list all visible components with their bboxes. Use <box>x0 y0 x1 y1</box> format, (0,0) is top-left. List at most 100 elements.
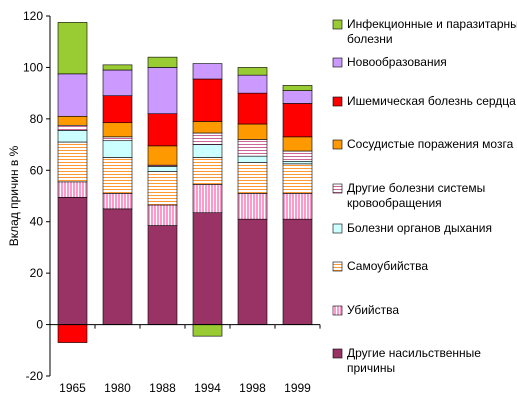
bar-segment <box>192 184 223 214</box>
plot-area <box>57 22 313 343</box>
bar-segment <box>282 85 313 91</box>
bar-segment <box>282 218 313 325</box>
bar-segment <box>237 139 268 157</box>
bar-segment <box>282 103 313 138</box>
bar-segment <box>57 181 88 198</box>
legend-swatch <box>332 183 343 194</box>
legend-swatch <box>332 223 343 234</box>
bar-segment <box>237 92 268 125</box>
bar-segment <box>57 124 88 131</box>
legend-swatch <box>332 57 343 68</box>
bar-segment <box>102 69 133 97</box>
bar-segment <box>147 145 178 166</box>
bar-segment <box>102 136 133 142</box>
bar-segment <box>147 56 178 68</box>
bar-segment <box>57 22 88 75</box>
legend-label: Другие насильственные причины <box>347 346 481 375</box>
legend-swatch <box>332 19 343 30</box>
x-tick-label: 1965 <box>59 381 86 395</box>
bar-segment <box>237 162 268 194</box>
bar-segment <box>282 193 313 220</box>
bar-segment <box>282 160 313 165</box>
legend-item: Ишемическая болезнь сердца <box>332 94 516 108</box>
legend-item: Убийства <box>332 303 399 317</box>
bar-segment <box>57 141 88 183</box>
legend-swatch <box>332 139 343 150</box>
y-tick-label: 20 <box>30 266 44 280</box>
bar-segment <box>147 225 178 325</box>
y-tick-label: 80 <box>30 112 44 126</box>
legend-label: Болезни органов дыхания <box>347 221 492 235</box>
bar-segment <box>102 64 133 71</box>
bar-segment <box>147 171 178 206</box>
bar-segment <box>147 67 178 115</box>
x-tick-label: 1994 <box>194 381 221 395</box>
bar-segment <box>192 121 223 134</box>
legend-item: Новообразования <box>332 55 447 69</box>
x-tick-label: 1980 <box>104 381 131 395</box>
y-axis-title: Вклад причин в % <box>7 145 21 246</box>
bar-segment <box>282 163 313 194</box>
bar-segment <box>57 324 88 343</box>
legend-item: Самоубийства <box>332 259 428 273</box>
bar-segment <box>237 193 268 220</box>
legend-label: Новообразования <box>347 55 447 69</box>
bar-segment <box>102 140 133 158</box>
legend-label: Сосудистые поражения мозга <box>347 137 514 151</box>
bar-segment <box>237 74 268 94</box>
x-axis: 1965 1980 1988 1994 1998 1999 <box>49 324 321 395</box>
legend-swatch <box>332 348 343 359</box>
bar-segment <box>192 144 223 158</box>
bar-segment <box>102 95 133 124</box>
bar-segment <box>237 67 268 76</box>
bar-segment <box>237 123 268 140</box>
y-tick-label: 40 <box>30 215 44 229</box>
bar-segment <box>57 196 88 325</box>
legend-label: Ишемическая болезнь сердца <box>347 94 516 108</box>
bar-segment <box>192 63 223 80</box>
bar-segment <box>237 155 268 163</box>
bar-segment <box>147 113 178 147</box>
bar-segment <box>57 130 88 143</box>
bar-segment <box>102 208 133 325</box>
bar-segment <box>147 166 178 172</box>
bar-segment <box>282 136 313 152</box>
bar-segment <box>192 78 223 122</box>
bar-segment <box>237 218 268 325</box>
y-tick-label: 0 <box>36 318 43 332</box>
legend-label: Другие болезни системы кровообращения <box>347 181 485 210</box>
legend-item: Другие болезни системы кровообращения <box>332 181 485 210</box>
bar-segment <box>147 204 178 226</box>
legend-item: Сосудистые поражения мозга <box>332 137 514 151</box>
bar-segment <box>192 212 223 325</box>
bar-segment <box>57 73 88 117</box>
legend-item: Инфекционные и паразитарные болезни <box>332 17 517 46</box>
bar-segment <box>102 122 133 138</box>
legend-label: Самоубийства <box>347 259 428 273</box>
y-tick-label: 120 <box>23 9 43 23</box>
bar-segment <box>102 157 133 194</box>
legend: Инфекционные и паразитарные болезни Новооб… <box>332 17 517 375</box>
x-tick-label: 1988 <box>149 381 176 395</box>
legend-item: Другие насильственные причины <box>332 346 481 375</box>
legend-swatch <box>332 305 343 316</box>
bar-segment <box>102 193 133 210</box>
bar-segment <box>192 132 223 145</box>
bar-segment <box>282 90 313 104</box>
legend-swatch <box>332 96 343 107</box>
legend-label: Убийства <box>347 303 399 317</box>
bar-segment <box>192 157 223 185</box>
legend-label: Инфекционные и паразитарные болезни <box>347 17 517 46</box>
bar-segment <box>192 324 223 337</box>
x-tick-label: 1999 <box>284 381 311 395</box>
y-tick-label: -20 <box>26 369 44 383</box>
y-tick-label: 60 <box>30 163 44 177</box>
x-tick-label: 1998 <box>239 381 266 395</box>
bar-segment <box>282 150 313 162</box>
bar-segment <box>57 115 88 126</box>
legend-swatch <box>332 261 343 272</box>
y-tick-label: 100 <box>23 60 43 74</box>
legend-item: Болезни органов дыхания <box>332 221 492 235</box>
y-axis: -20 0 20 40 60 80 100 120 <box>23 9 51 383</box>
